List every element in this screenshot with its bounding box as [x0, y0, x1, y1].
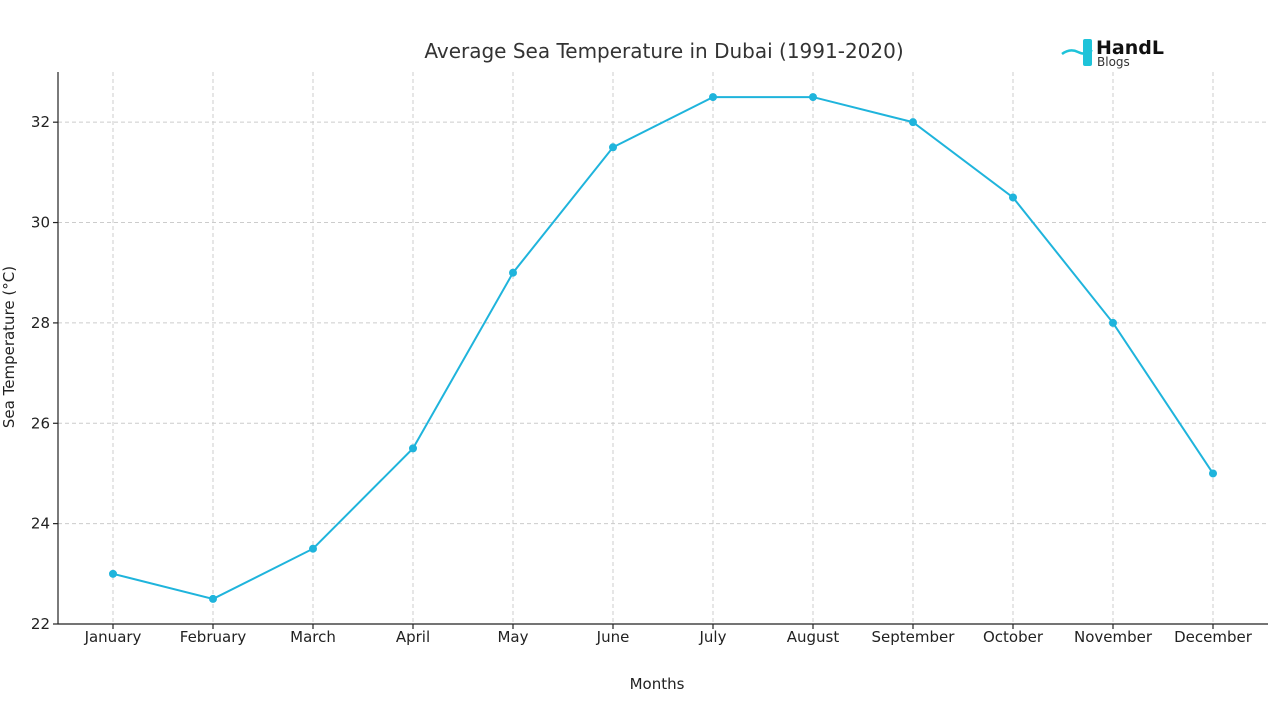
- data-points: [109, 93, 1217, 603]
- x-tick-label: March: [290, 628, 336, 646]
- data-point: [109, 569, 117, 578]
- x-tick-label: September: [872, 628, 956, 646]
- y-tick-label: 24: [31, 515, 50, 533]
- data-point: [1009, 193, 1017, 202]
- y-tick-label: 22: [31, 615, 50, 633]
- logo-bar-icon: [1083, 39, 1092, 66]
- chart-title: Average Sea Temperature in Dubai (1991-2…: [424, 39, 903, 63]
- data-point: [909, 118, 917, 127]
- data-point: [1209, 469, 1217, 478]
- data-point: [809, 93, 817, 102]
- data-point: [609, 143, 617, 152]
- series-line: [112, 96, 1214, 600]
- y-axis-label: Sea Temperature (°C): [0, 266, 18, 428]
- x-tick-label: August: [787, 628, 840, 646]
- axes: [53, 72, 1268, 629]
- grid: [58, 72, 1268, 624]
- x-tick-label: May: [497, 628, 528, 646]
- data-point: [309, 544, 317, 553]
- logo: HandL Blogs: [1061, 37, 1164, 69]
- x-tick-label: June: [596, 628, 630, 646]
- data-point: [1109, 318, 1117, 327]
- x-tick-label: April: [396, 628, 430, 646]
- x-tick-label: January: [84, 628, 142, 646]
- y-tick-labels: 22 24 26 28 30 32: [31, 113, 50, 633]
- y-tick-label: 30: [31, 214, 50, 232]
- x-tick-label: December: [1174, 628, 1253, 646]
- x-tick-label: November: [1074, 628, 1153, 646]
- y-tick-label: 26: [31, 414, 50, 432]
- logo-main-text: HandL: [1096, 37, 1164, 59]
- y-tick-label: 28: [31, 314, 50, 332]
- logo-sub-text: Blogs: [1097, 55, 1130, 69]
- data-point: [409, 444, 417, 453]
- y-tick-label: 32: [31, 113, 50, 131]
- x-tick-label: February: [180, 628, 247, 646]
- data-point: [209, 594, 217, 603]
- x-axis-label: Months: [630, 675, 685, 693]
- data-point: [509, 268, 517, 277]
- x-tick-labels: January February March April May June July Augu…: [84, 628, 1253, 646]
- x-tick-label: October: [983, 628, 1044, 646]
- x-tick-label: July: [699, 628, 727, 646]
- data-point: [709, 93, 717, 102]
